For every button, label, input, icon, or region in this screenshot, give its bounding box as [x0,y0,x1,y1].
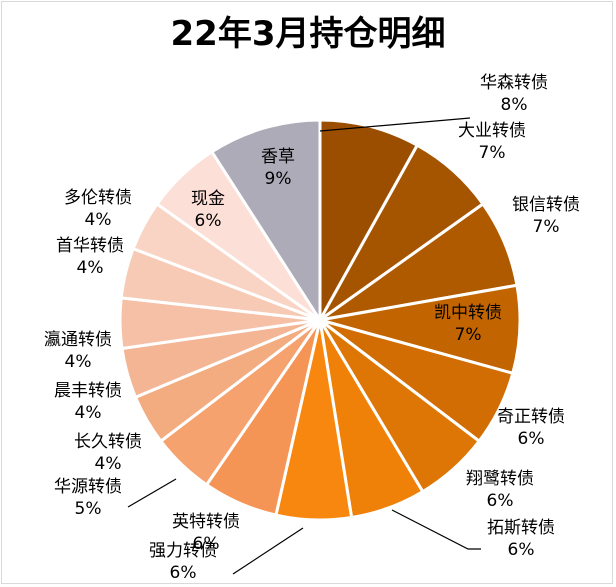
slice-label-value: 6% [195,211,222,231]
slice-label-value: 6% [508,540,535,560]
slice-label-name: 香草 [261,147,295,167]
slice-label-name: 首华转债 [56,236,124,256]
slice-label-name: 瀛通转债 [44,329,112,350]
slice-label-value: 8% [501,95,528,115]
slice-label-name: 凯中转债 [434,303,502,323]
slice-label-name: 拓斯转债 [487,518,555,538]
slice-label-name: 华森转债 [480,73,548,93]
pie-slices [118,118,522,522]
slice-label-value: 6% [518,429,545,449]
slice-label-value: 4% [95,454,122,474]
slice-label-value: 6% [487,491,514,511]
slice-label-value: 6% [193,534,220,554]
slice-label-name: 长久转债 [74,432,142,452]
leader-lines [127,117,481,575]
slice-label-value: 4% [77,258,104,278]
slice-label-name: 大业转债 [458,121,526,141]
slice-label-value: 7% [455,325,482,345]
slice-label-name: 晨丰转债 [54,381,122,401]
pie-slice [209,118,322,326]
slice-label-value: 4% [85,210,112,230]
leader-line [232,527,304,575]
slice-label-name: 银信转债 [512,195,580,215]
slice-label-name: 奇正转债 [497,407,565,427]
slice-label-value: 5% [75,499,102,519]
leader-line [127,478,177,508]
leader-line [391,509,481,550]
slice-label-value: 7% [533,217,560,237]
slice-label-value: 4% [65,352,92,372]
slice-label-value: 9% [265,169,292,189]
slice-label-value: 6% [170,563,197,583]
slice-label-name: 现金 [191,189,225,209]
slice-label-value: 7% [479,143,506,163]
slice-label-name: 华源转债 [54,477,122,497]
leader-line [319,117,471,132]
slice-labels: 华森转债8%大业转债7%银信转债7%凯中转债7%奇正转债6%翔鹭转债6%拓斯转债… [44,73,580,583]
slice-label-value: 4% [75,403,102,423]
slice-label-name: 翔鹭转债 [466,469,534,489]
slice-label-name: 强力转债 [149,541,217,561]
slice-label-name: 多伦转债 [64,188,132,208]
chart-title: 22年3月持仓明细 [170,14,446,54]
slice-label-name: 英特转债 [172,512,240,532]
